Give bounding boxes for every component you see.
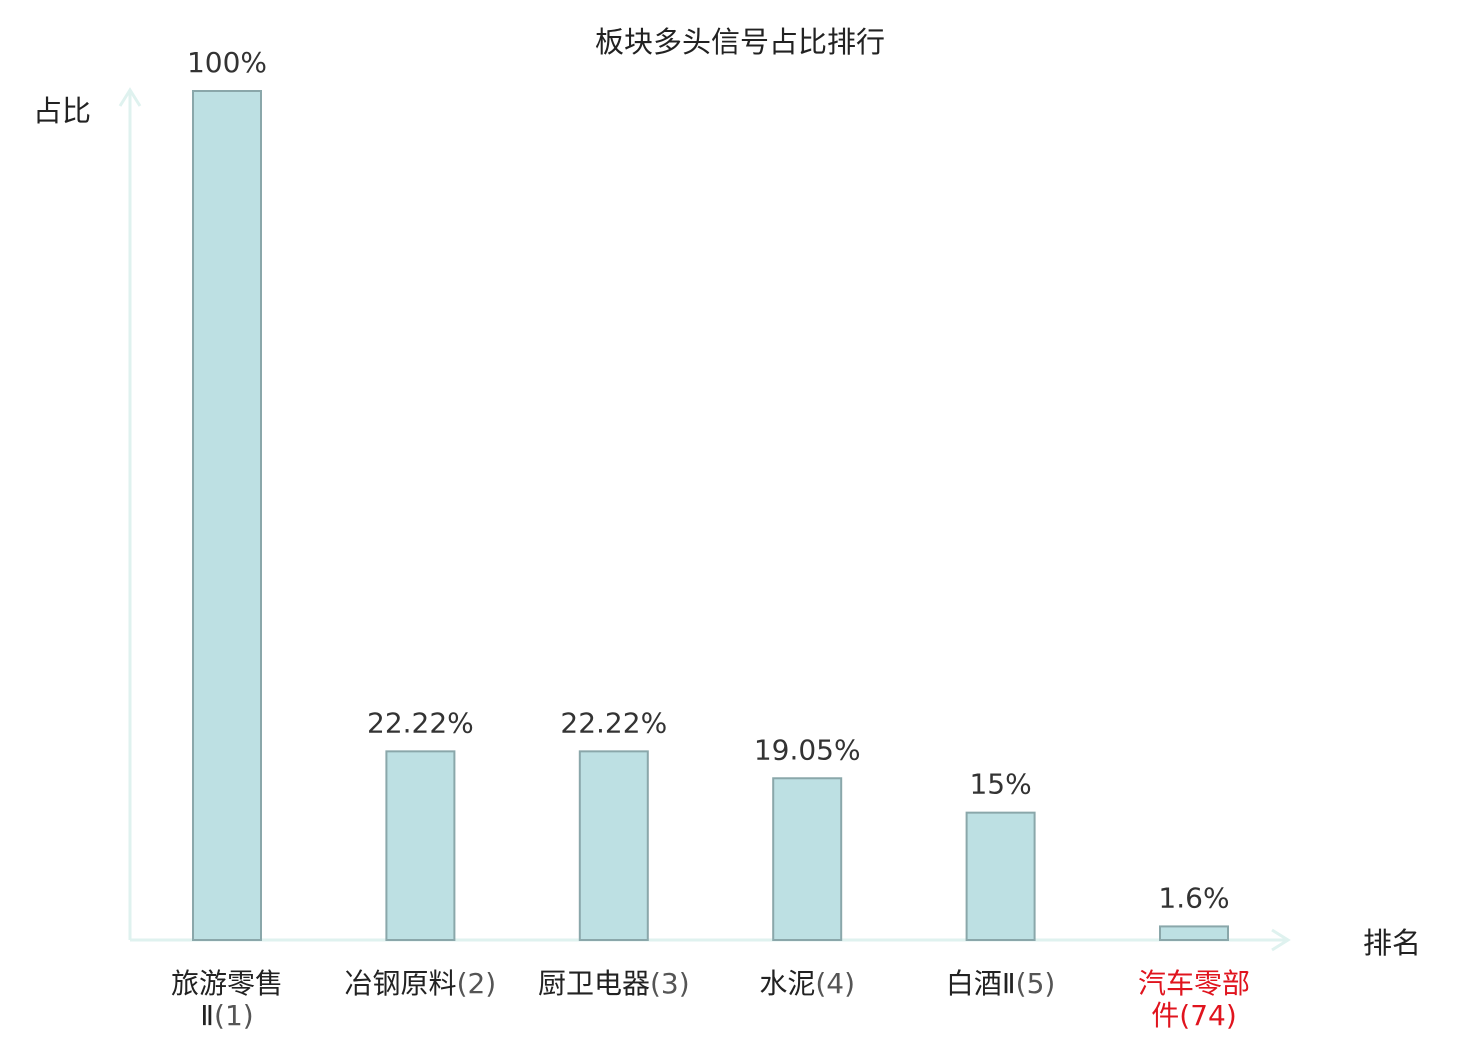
category-labels-group: 旅游零售 Ⅱ(1) 冶钢原料(2) 厨卫电器(3) 水泥(4) 白酒Ⅱ(5) 汽车零部件(7…: [171, 967, 1250, 1032]
bar: [192, 90, 262, 941]
x-tick-label: 厨卫电器(3): [538, 967, 690, 1000]
x-axis-arrow: [1271, 928, 1291, 952]
bar: [772, 777, 843, 941]
bar: [1159, 925, 1229, 942]
data-label: 19.05%: [754, 733, 861, 766]
x-tick-label: 白酒Ⅱ(5): [946, 967, 1055, 1000]
data-label: 22.22%: [367, 706, 474, 739]
y-axis-arrow: [118, 87, 142, 107]
axes: [118, 87, 1291, 952]
x-tick-label: 冶钢原料(2): [345, 967, 497, 1000]
data-label: 1.6%: [1158, 881, 1229, 914]
data-label: 22.22%: [560, 706, 667, 739]
data-label: 100%: [187, 46, 267, 79]
value-labels-group: 100% 22.22% 22.22% 19.05% 15% 1.6%: [187, 46, 1230, 914]
x-tick-label: 旅游零售 Ⅱ(1): [171, 967, 283, 1032]
bar: [385, 750, 456, 941]
bar: [965, 811, 1036, 942]
y-axis-label: 占比: [33, 94, 91, 128]
bars-group: [192, 90, 1229, 942]
x-tick-label: 汽车零部件(74): [1138, 967, 1250, 1032]
x-tick-label: 水泥(4): [759, 967, 855, 1000]
bar: [578, 750, 649, 941]
x-axis-label: 排名: [1363, 926, 1421, 960]
data-label: 15%: [969, 768, 1031, 801]
chart-title: 板块多头信号占比排行: [595, 25, 885, 59]
